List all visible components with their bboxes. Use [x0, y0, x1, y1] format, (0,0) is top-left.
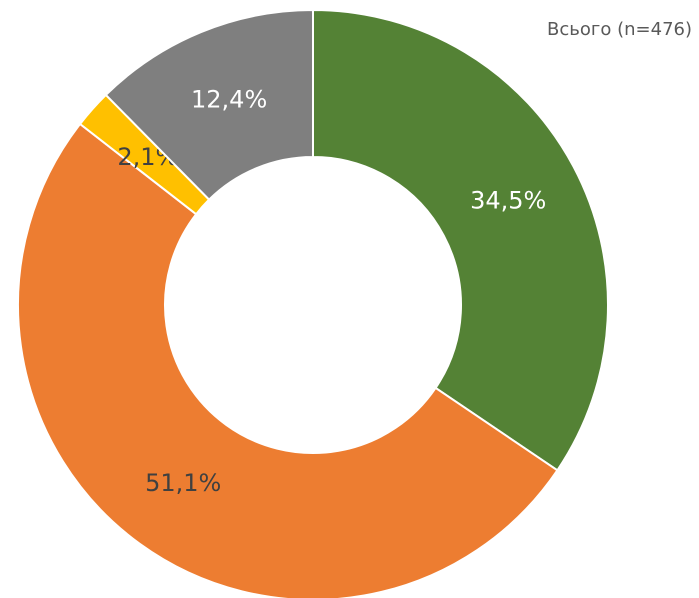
- data-label: 12,4%: [191, 86, 267, 114]
- chart-title: Всього (n=476): [547, 19, 692, 40]
- donut-segment: [312, 8, 609, 472]
- data-label: 51,1%: [145, 469, 221, 497]
- data-label: 34,5%: [470, 186, 546, 214]
- donut-segment: [17, 122, 559, 598]
- donut-segment: [104, 8, 314, 202]
